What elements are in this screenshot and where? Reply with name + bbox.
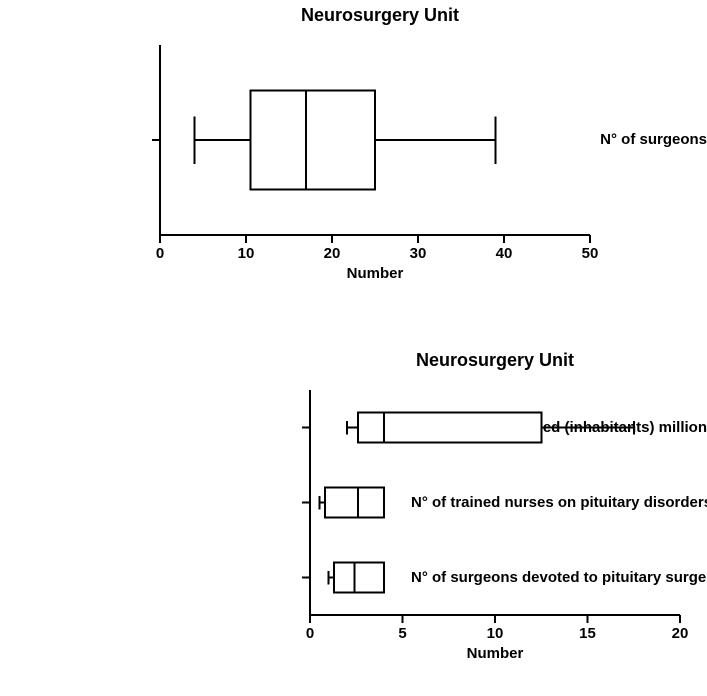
x-tick-label: 10: [487, 625, 504, 642]
x-tick-label: 15: [579, 625, 596, 642]
page: { "global": { "background_color": "#ffff…: [0, 0, 707, 696]
x-axis-label-bottom: Number: [310, 645, 680, 662]
x-tick-label: 5: [398, 625, 406, 642]
chart-svg-bottom: [0, 0, 707, 696]
x-tick-label: 0: [306, 625, 314, 642]
panel-bottom: Neurosurgery Unit Population served (inh…: [0, 0, 707, 696]
x-tick-label: 20: [672, 625, 689, 642]
